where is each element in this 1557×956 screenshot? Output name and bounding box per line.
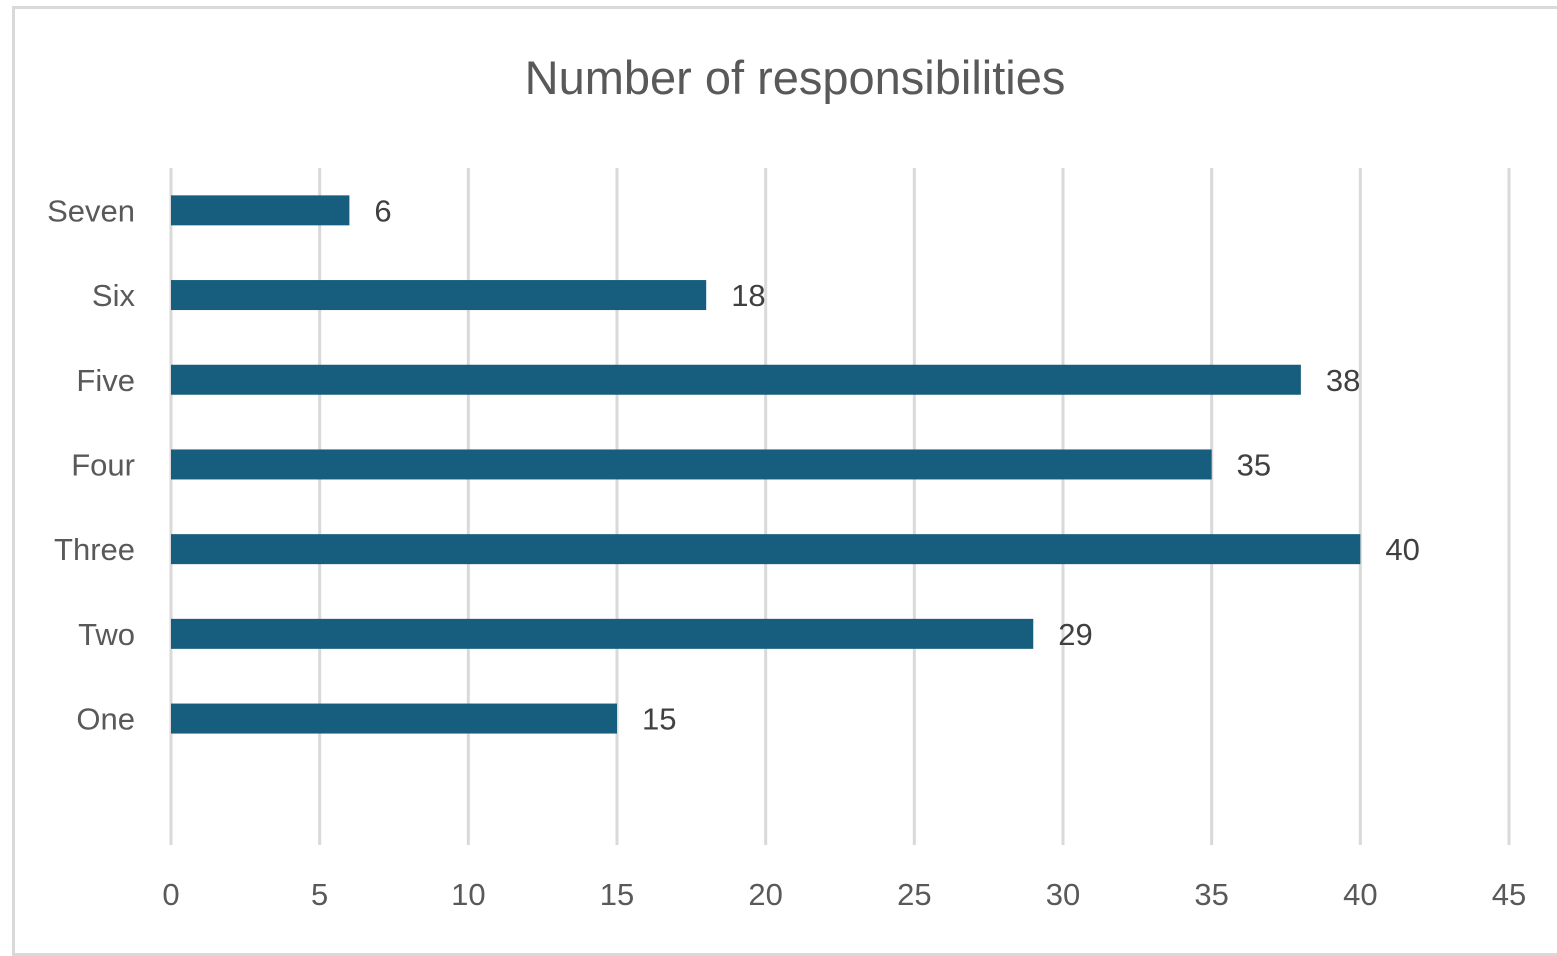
gridlines bbox=[169, 168, 1511, 845]
x-tick-label: 15 bbox=[600, 877, 634, 912]
category-label-two: Two bbox=[78, 617, 135, 652]
data-label-six: 18 bbox=[731, 278, 765, 313]
x-tick-label: 0 bbox=[162, 877, 179, 912]
x-tick-label: 25 bbox=[897, 877, 931, 912]
category-label-six: Six bbox=[92, 278, 136, 313]
data-label-two: 29 bbox=[1058, 617, 1092, 652]
bars bbox=[171, 195, 1361, 734]
bar-seven bbox=[171, 195, 350, 226]
bar-three bbox=[171, 534, 1361, 565]
x-tick-label: 5 bbox=[311, 877, 328, 912]
x-axis-ticks: 0 5 10 15 20 25 30 35 40 45 bbox=[162, 877, 1526, 912]
data-label-five: 38 bbox=[1326, 363, 1360, 398]
category-label-four: Four bbox=[71, 447, 135, 482]
data-label-seven: 6 bbox=[374, 193, 391, 228]
x-tick-label: 30 bbox=[1046, 877, 1080, 912]
x-tick-label: 35 bbox=[1194, 877, 1228, 912]
category-label-five: Five bbox=[76, 363, 135, 398]
data-label-one: 15 bbox=[642, 702, 676, 737]
x-tick-label: 20 bbox=[748, 877, 782, 912]
chart-frame bbox=[12, 6, 1557, 956]
bar-one bbox=[171, 703, 617, 734]
bar-six bbox=[171, 280, 707, 311]
x-tick-label: 10 bbox=[451, 877, 485, 912]
data-label-four: 35 bbox=[1237, 447, 1271, 482]
data-labels: 6 18 38 35 40 29 15 bbox=[374, 193, 1419, 736]
x-tick-label: 40 bbox=[1343, 877, 1377, 912]
bar-two bbox=[171, 618, 1034, 649]
category-label-one: One bbox=[76, 702, 135, 737]
category-labels: Seven Six Five Four Three Two One bbox=[47, 193, 135, 736]
category-label-seven: Seven bbox=[47, 193, 135, 228]
chart-title: Number of responsibilities bbox=[525, 51, 1066, 104]
bar-four bbox=[171, 449, 1212, 480]
x-tick-label: 45 bbox=[1492, 877, 1526, 912]
data-label-three: 40 bbox=[1385, 532, 1419, 567]
bar-five bbox=[171, 364, 1301, 395]
category-label-three: Three bbox=[54, 532, 135, 567]
